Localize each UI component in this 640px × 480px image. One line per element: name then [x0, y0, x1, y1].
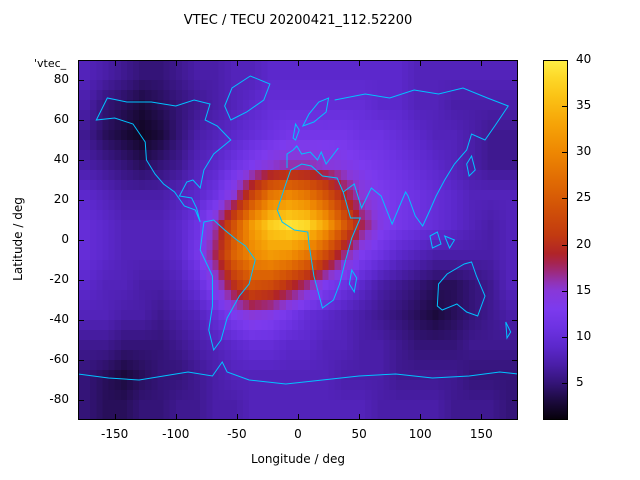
heatmap-canvas	[78, 60, 518, 420]
y-tick-mark	[512, 120, 518, 121]
colorbar-tick-label: 20	[576, 236, 592, 251]
coastline-africa	[277, 164, 360, 308]
coastline-madagascar	[349, 270, 356, 292]
colorbar-tick-label: 15	[576, 282, 592, 297]
x-tick-label: -100	[162, 427, 190, 441]
colorbar-gradient	[543, 60, 568, 420]
colorbar-tick-label: 35	[576, 98, 592, 113]
colorbar-tick-label: 10	[576, 328, 592, 343]
x-tick-mark	[420, 414, 422, 420]
plot-frame	[78, 60, 518, 420]
y-tick-mark	[78, 200, 84, 201]
x-tick-mark	[114, 414, 116, 420]
x-tick-mark	[175, 414, 177, 420]
y-tick-mark	[78, 160, 84, 161]
colorbar-tick-label: 25	[576, 190, 592, 205]
y-tick-label: 80	[53, 72, 69, 86]
y-tick-mark	[512, 280, 518, 281]
x-tick-mark	[298, 60, 299, 66]
x-tick-label: 50	[351, 427, 367, 441]
colorbar-tick-mark	[562, 383, 568, 385]
y-tick-label: 60	[53, 112, 69, 126]
x-tick-mark	[114, 60, 116, 66]
colorbar-tick-mark	[562, 336, 568, 338]
colorbar-tick-label: 40	[576, 52, 592, 66]
y-tick-mark	[78, 320, 84, 321]
y-tick-label: 0	[61, 232, 69, 246]
y-tick-label: -80	[49, 392, 69, 406]
y-tick-mark	[78, 80, 84, 81]
y-tick-mark	[512, 320, 518, 321]
colorbar-tick-label: 30	[576, 144, 592, 159]
x-tick-label: 150	[469, 427, 493, 441]
y-tick-label: -60	[49, 352, 69, 366]
coastline-australia	[437, 262, 485, 316]
y-tick-label: 40	[53, 152, 69, 166]
x-tick-mark	[298, 414, 299, 420]
coastlines-svg	[78, 60, 518, 420]
x-tick-mark	[236, 414, 238, 420]
colorbar-tick-mark	[562, 244, 568, 246]
x-tick-label: -50	[227, 427, 247, 441]
y-tick-mark	[78, 280, 84, 281]
coastline-europe	[287, 146, 338, 168]
colorbar-tick-mark	[562, 152, 568, 154]
x-tick-mark	[481, 60, 483, 66]
x-tick-mark	[481, 414, 483, 420]
coastline-new-zealand	[506, 322, 511, 338]
coastline-japan	[467, 156, 476, 176]
y-tick-mark	[78, 400, 84, 401]
coastline-south-america	[200, 220, 255, 350]
coastline-north-america	[96, 98, 230, 222]
x-tick-mark	[359, 414, 361, 420]
y-tick-label: -40	[49, 312, 69, 326]
coastline-indonesia	[430, 232, 454, 248]
coastline-scandinavia	[303, 98, 329, 126]
y-tick-label: -20	[49, 272, 69, 286]
y-tick-mark	[78, 360, 84, 361]
chart-title: VTEC / TECU 20200421_112.52200	[183, 13, 413, 28]
colorbar-tick-mark	[562, 290, 568, 292]
colorbar-tick-label: 5	[576, 375, 584, 390]
colorbar-tick-mark	[562, 60, 568, 61]
x-tick-label: 0	[294, 427, 302, 441]
y-tick-label: 20	[53, 192, 69, 206]
x-tick-label: 100	[408, 427, 432, 441]
coastline-antarctica	[78, 362, 518, 384]
colorbar-tick-mark	[562, 198, 568, 200]
coastline-british-isles	[293, 124, 299, 140]
y-tick-mark	[512, 240, 518, 241]
x-tick-mark	[420, 60, 422, 66]
y-tick-mark	[512, 360, 518, 361]
coastline-asia	[335, 88, 509, 226]
x-tick-mark	[359, 60, 361, 66]
colorbar-frame	[543, 60, 568, 420]
y-tick-mark	[512, 200, 518, 201]
y-tick-mark	[512, 400, 518, 401]
x-tick-label: -150	[101, 427, 129, 441]
x-axis-label: Longitude / deg	[251, 452, 345, 466]
y-tick-mark	[512, 160, 518, 161]
y-tick-mark	[78, 240, 84, 241]
x-tick-mark	[236, 60, 238, 66]
x-tick-mark	[175, 60, 177, 66]
coastlines	[78, 76, 518, 384]
key-label: 'vtec_	[34, 57, 67, 70]
colorbar-tick-mark	[562, 106, 568, 108]
y-tick-mark	[512, 80, 518, 81]
y-tick-mark	[78, 120, 84, 121]
coastline-greenland	[225, 76, 270, 120]
